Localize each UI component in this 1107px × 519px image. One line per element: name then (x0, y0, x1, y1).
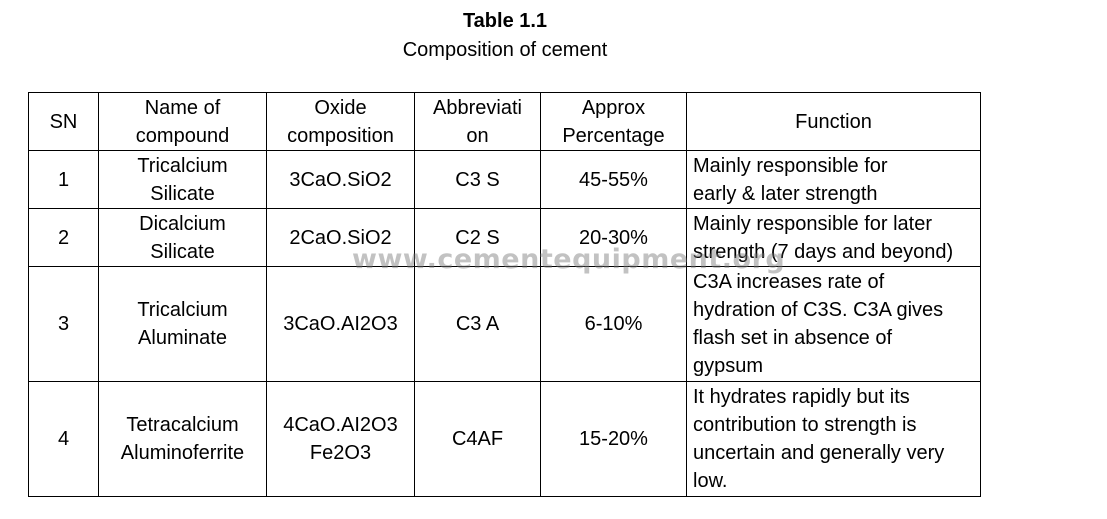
cell-name: Tricalcium Aluminate (98, 266, 267, 382)
cell-name: Tetracalcium Aluminoferrite (98, 381, 267, 497)
header-oxide: Oxide composition (266, 92, 415, 151)
header-row: SN Name of compound Oxide composition Abbr… (28, 92, 981, 151)
cell-percentage: 20-30% (540, 208, 687, 267)
cell-name: Tricalcium Silicate (98, 150, 267, 209)
cell-abbreviation: C3 A (414, 266, 541, 382)
header-abbreviation: Abbreviati on (414, 92, 541, 151)
cell-percentage: 6-10% (540, 266, 687, 382)
cell-percentage: 45-55% (540, 150, 687, 209)
cell-sn: 3 (28, 266, 99, 382)
table-title: Table 1.1 (462, 10, 548, 32)
cell-abbreviation: C4AF (414, 381, 541, 497)
cell-abbreviation: C3 S (414, 150, 541, 209)
composition-table: SN Name of compound Oxide composition Abbr… (28, 92, 981, 497)
table-row: 1 Tricalcium Silicate 3CaO.SiO2 C3 S 45-5… (28, 150, 981, 209)
cell-function: Mainly responsible for later strength (7 … (686, 208, 981, 267)
cell-oxide: 2CaO.SiO2 (266, 208, 415, 267)
cell-oxide: 3CaO.AI2O3 (266, 266, 415, 382)
header-percentage: Approx Percentage (540, 92, 687, 151)
cell-percentage: 15-20% (540, 381, 687, 497)
header-function: Function (686, 92, 981, 151)
cell-sn: 1 (28, 150, 99, 209)
cell-function: Mainly responsible for early & later stre… (686, 150, 981, 209)
header-name: Name of compound (98, 92, 267, 151)
table-row: 4 Tetracalcium Aluminoferrite 4CaO.AI2O3 F… (28, 381, 981, 497)
cell-abbreviation: C2 S (414, 208, 541, 267)
table-subtitle: Composition of cement (402, 39, 608, 61)
table-row: 3 Tricalcium Aluminate 3CaO.AI2O3 C3 A 6-… (28, 266, 981, 382)
cell-function: C3A increases rate of hydration of C3S. C… (686, 266, 981, 382)
cell-sn: 4 (28, 381, 99, 497)
cell-name: Dicalcium Silicate (98, 208, 267, 267)
table-row: 2 Dicalcium Silicate 2CaO.SiO2 C2 S 20-30… (28, 208, 981, 267)
cell-sn: 2 (28, 208, 99, 267)
cell-oxide: 4CaO.AI2O3 Fe2O3 (266, 381, 415, 497)
cell-function: It hydrates rapidly but its contribution … (686, 381, 981, 497)
cell-oxide: 3CaO.SiO2 (266, 150, 415, 209)
header-sn: SN (28, 92, 99, 151)
